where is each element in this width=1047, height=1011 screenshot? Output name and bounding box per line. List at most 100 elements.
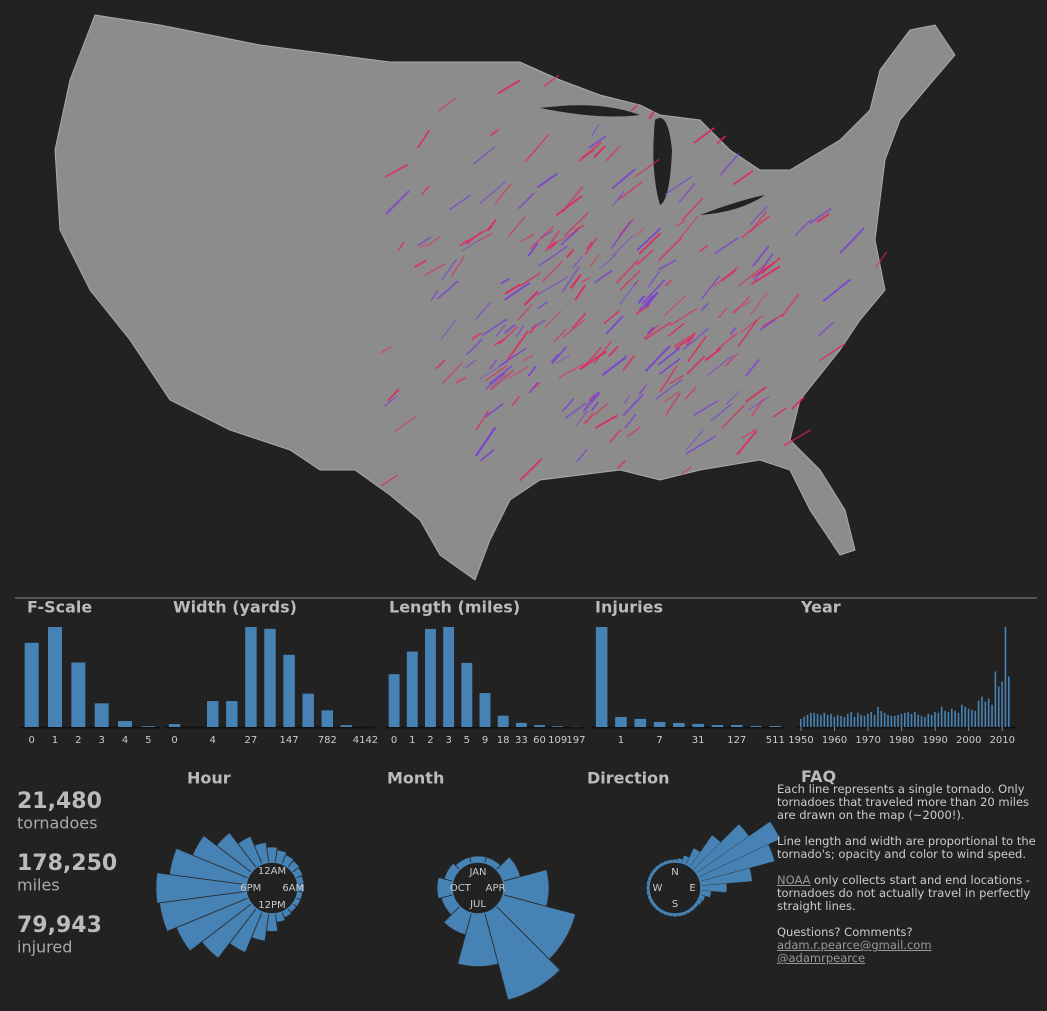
bar [830, 713, 832, 727]
tornado-track [772, 407, 787, 418]
stat-value: 21,480 [17, 789, 102, 814]
tornado-track [664, 176, 693, 196]
tornado-track [551, 230, 577, 247]
x-tick-label: 197 [566, 735, 585, 746]
tornado-track [497, 79, 521, 95]
x-tick-label: 1960 [822, 735, 847, 746]
tornado-track [542, 260, 564, 282]
tornado-track [636, 249, 655, 266]
bar [283, 654, 295, 727]
tornado-track [489, 128, 500, 137]
bar [843, 716, 846, 727]
tornado-track [638, 384, 648, 395]
bar [803, 716, 805, 727]
tornado-track [822, 278, 852, 302]
bar [836, 714, 839, 727]
x-tick-label: 4142 [353, 735, 378, 746]
bar [302, 693, 314, 727]
tornado-track [384, 395, 398, 407]
tornado-track [747, 396, 770, 411]
x-tick-label: 5 [464, 735, 470, 746]
bar [750, 726, 762, 727]
tornado-track [664, 295, 686, 316]
tornado-track [494, 183, 512, 205]
bar [860, 714, 862, 727]
tornado-track [644, 291, 659, 308]
tornado-track [619, 269, 641, 290]
bar [800, 718, 802, 727]
tornado-track [598, 253, 617, 270]
tornado-track [751, 245, 770, 267]
faq-paragraph: Each line represents a single tornado. O… [777, 782, 1030, 822]
tornado-track [699, 244, 709, 253]
tornado-track [558, 362, 585, 379]
x-tick-label: 1980 [889, 735, 914, 746]
tornado-track [657, 347, 681, 366]
tornado-track [519, 272, 541, 287]
bar [964, 706, 966, 727]
tornado-track [574, 224, 585, 232]
tornado-track [524, 134, 550, 163]
tornado-track [647, 271, 660, 288]
bar [927, 713, 930, 727]
tornado-track [739, 315, 764, 334]
x-tick-label: 0 [28, 735, 34, 746]
bar [883, 712, 886, 727]
tornado-track [620, 354, 628, 362]
noaa-link[interactable]: NOAA [777, 873, 811, 887]
email-link[interactable]: adam.r.pearce@gmail.com [777, 938, 932, 952]
tornado-track [385, 189, 411, 215]
bar [692, 723, 704, 727]
tornado-track [437, 97, 457, 112]
x-tick-label: 109 [548, 735, 567, 746]
bar [461, 662, 473, 727]
tornado-track [585, 241, 593, 250]
tornado-track [594, 414, 618, 429]
bar [552, 726, 564, 727]
x-tick-label: 0 [171, 735, 177, 746]
tornado-track [679, 215, 699, 240]
faq: FAQ Each line represents a single tornad… [777, 769, 1039, 965]
bar [904, 712, 906, 727]
tornado-track [603, 310, 620, 325]
tornado-track [819, 342, 846, 362]
bar [967, 708, 970, 727]
tornado-track [507, 366, 529, 380]
tornado-track [749, 291, 768, 316]
tornado-track [478, 360, 509, 380]
tornado-track [478, 232, 494, 242]
bar [853, 716, 856, 727]
faq-note: NOAA only collects start and end locatio… [777, 874, 1039, 913]
tornado-track [719, 152, 741, 176]
tornado-track [485, 372, 507, 390]
tornado-track [473, 146, 496, 165]
tornado-track [669, 307, 698, 327]
tornado-track [589, 391, 601, 402]
tornado-track [713, 237, 739, 255]
tornado-track [783, 429, 812, 447]
bar [840, 715, 842, 727]
tornado-track [461, 238, 481, 252]
bar [340, 725, 353, 727]
tornado-track [551, 353, 559, 363]
tornado-track [791, 396, 805, 410]
x-tick-label: 1 [409, 735, 415, 746]
tornado-track [680, 466, 692, 475]
tornado-track [692, 127, 715, 144]
x-tick-label: 2 [75, 735, 81, 746]
tornado-track [700, 302, 710, 312]
bar [823, 712, 826, 727]
bar [994, 671, 997, 727]
bar [920, 715, 923, 727]
stat-value: 79,943 [17, 913, 102, 938]
tornado-track [561, 265, 581, 293]
tornado-track [425, 235, 442, 248]
twitter-link[interactable]: @adamrpearce [777, 951, 866, 965]
tornado-track [736, 430, 758, 456]
tornado-track [590, 401, 599, 412]
tornado-track [544, 229, 561, 252]
x-tick-label: 18 [497, 735, 510, 746]
tornado-track [658, 236, 683, 262]
tornado-track [809, 207, 832, 225]
bar [957, 712, 960, 727]
